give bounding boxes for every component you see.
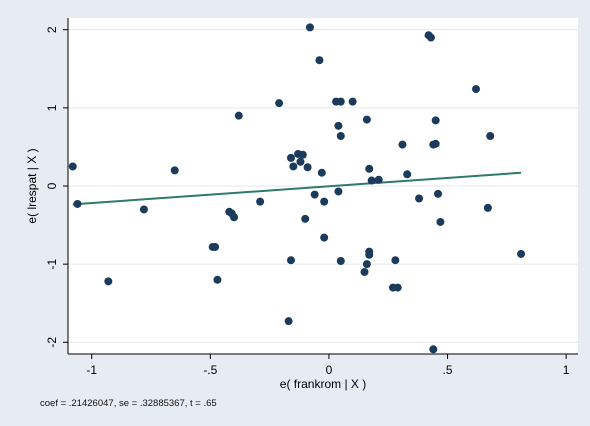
- x-tick-label: .5: [443, 363, 453, 377]
- data-point: [483, 203, 492, 212]
- data-point: [365, 164, 374, 173]
- data-point: [348, 97, 357, 106]
- fitted-line: [72, 171, 522, 206]
- data-point: [429, 345, 438, 354]
- x-tick-label: -.5: [203, 363, 217, 377]
- data-point: [362, 260, 371, 269]
- data-point: [336, 131, 345, 140]
- data-point: [360, 267, 369, 276]
- data-point: [365, 250, 374, 259]
- data-point: [334, 187, 343, 196]
- data-point: [286, 256, 295, 265]
- data-point: [104, 277, 113, 286]
- data-point: [317, 168, 326, 177]
- data-point: [284, 317, 293, 326]
- data-point: [367, 176, 376, 185]
- data-point: [336, 257, 345, 266]
- data-point: [415, 194, 424, 203]
- data-point: [398, 140, 407, 149]
- data-point: [472, 85, 480, 94]
- x-axis-title: e( frankrom | X ): [280, 377, 366, 391]
- data-point: [211, 242, 220, 251]
- data-point: [517, 249, 526, 258]
- data-point: [393, 283, 402, 292]
- data-point: [310, 190, 319, 199]
- data-point: [426, 33, 435, 42]
- x-tick-label: 1: [563, 363, 570, 377]
- data-point: [296, 157, 305, 166]
- data-point: [289, 162, 298, 171]
- data-point: [230, 213, 239, 222]
- data-point: [275, 99, 284, 108]
- y-tick-label: -2: [45, 337, 59, 348]
- y-tick-label: -1: [45, 258, 59, 269]
- data-point: [298, 150, 307, 159]
- data-point: [303, 163, 312, 172]
- data-point: [431, 116, 440, 125]
- y-tick-label: 1: [45, 104, 59, 111]
- data-point: [170, 166, 179, 175]
- data-point: [320, 233, 329, 242]
- data-point: [68, 162, 77, 171]
- data-point: [362, 115, 371, 124]
- data-point: [431, 139, 440, 148]
- data-point: [391, 256, 400, 265]
- data-point: [436, 217, 445, 226]
- data-point: [213, 275, 222, 284]
- data-point: [139, 205, 148, 214]
- data-point: [286, 153, 295, 162]
- data-point: [320, 197, 329, 206]
- data-point: [315, 56, 324, 65]
- data-point: [73, 199, 82, 208]
- regression-note: coef = .21426047, se = .32885367, t = .6…: [40, 398, 217, 409]
- y-axis-title: e( lrespat | X ): [25, 148, 39, 223]
- data-point: [336, 97, 345, 106]
- data-point: [403, 170, 412, 179]
- x-tick-label: -1: [86, 363, 97, 377]
- y-tick-label: 2: [45, 26, 59, 33]
- data-point: [301, 214, 310, 223]
- y-tick-label: 0: [45, 182, 59, 189]
- x-tick-label: 0: [326, 363, 333, 377]
- data-point: [374, 175, 383, 184]
- data-point: [486, 131, 495, 140]
- data-point: [305, 23, 314, 32]
- data-point: [434, 189, 443, 198]
- data-point: [256, 197, 265, 206]
- data-point: [334, 121, 343, 130]
- data-point: [234, 111, 243, 120]
